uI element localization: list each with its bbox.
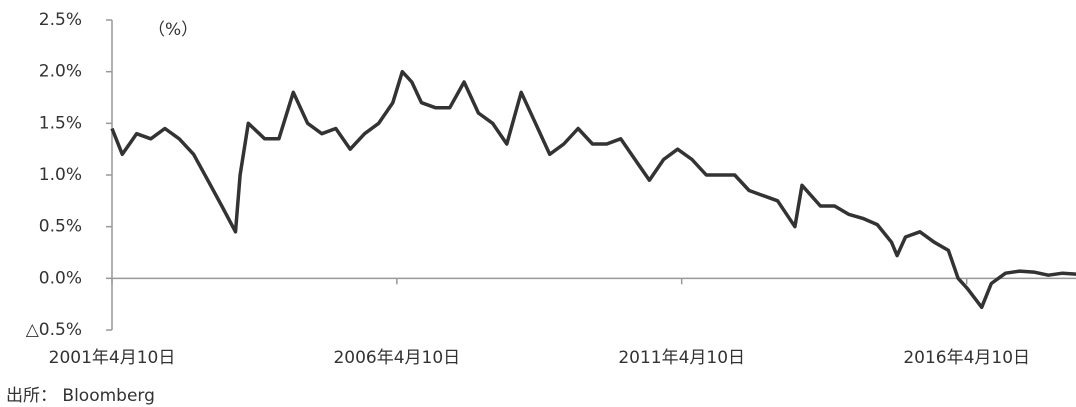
y-tick-label: △0.5% <box>26 320 82 340</box>
x-tick-label: 2016年4月10日 <box>903 348 1030 368</box>
x-tick-label: 2011年4月10日 <box>618 348 745 368</box>
x-tick-label: 2001年4月10日 <box>49 348 176 368</box>
line-series <box>110 69 1076 310</box>
y-tick-label: 1.0% <box>39 165 82 185</box>
y-tick-label: 2.5% <box>39 10 82 30</box>
y-tick-label: 2.0% <box>39 62 82 82</box>
x-tick-label: 2006年4月10日 <box>333 348 460 368</box>
unit-annotation: （%） <box>148 20 198 40</box>
y-tick-label: 1.5% <box>39 113 82 133</box>
source-note: 出所： Bloomberg <box>6 386 155 406</box>
y-tick-label: 0.5% <box>39 217 82 237</box>
y-tick-label: 0.0% <box>39 268 82 288</box>
